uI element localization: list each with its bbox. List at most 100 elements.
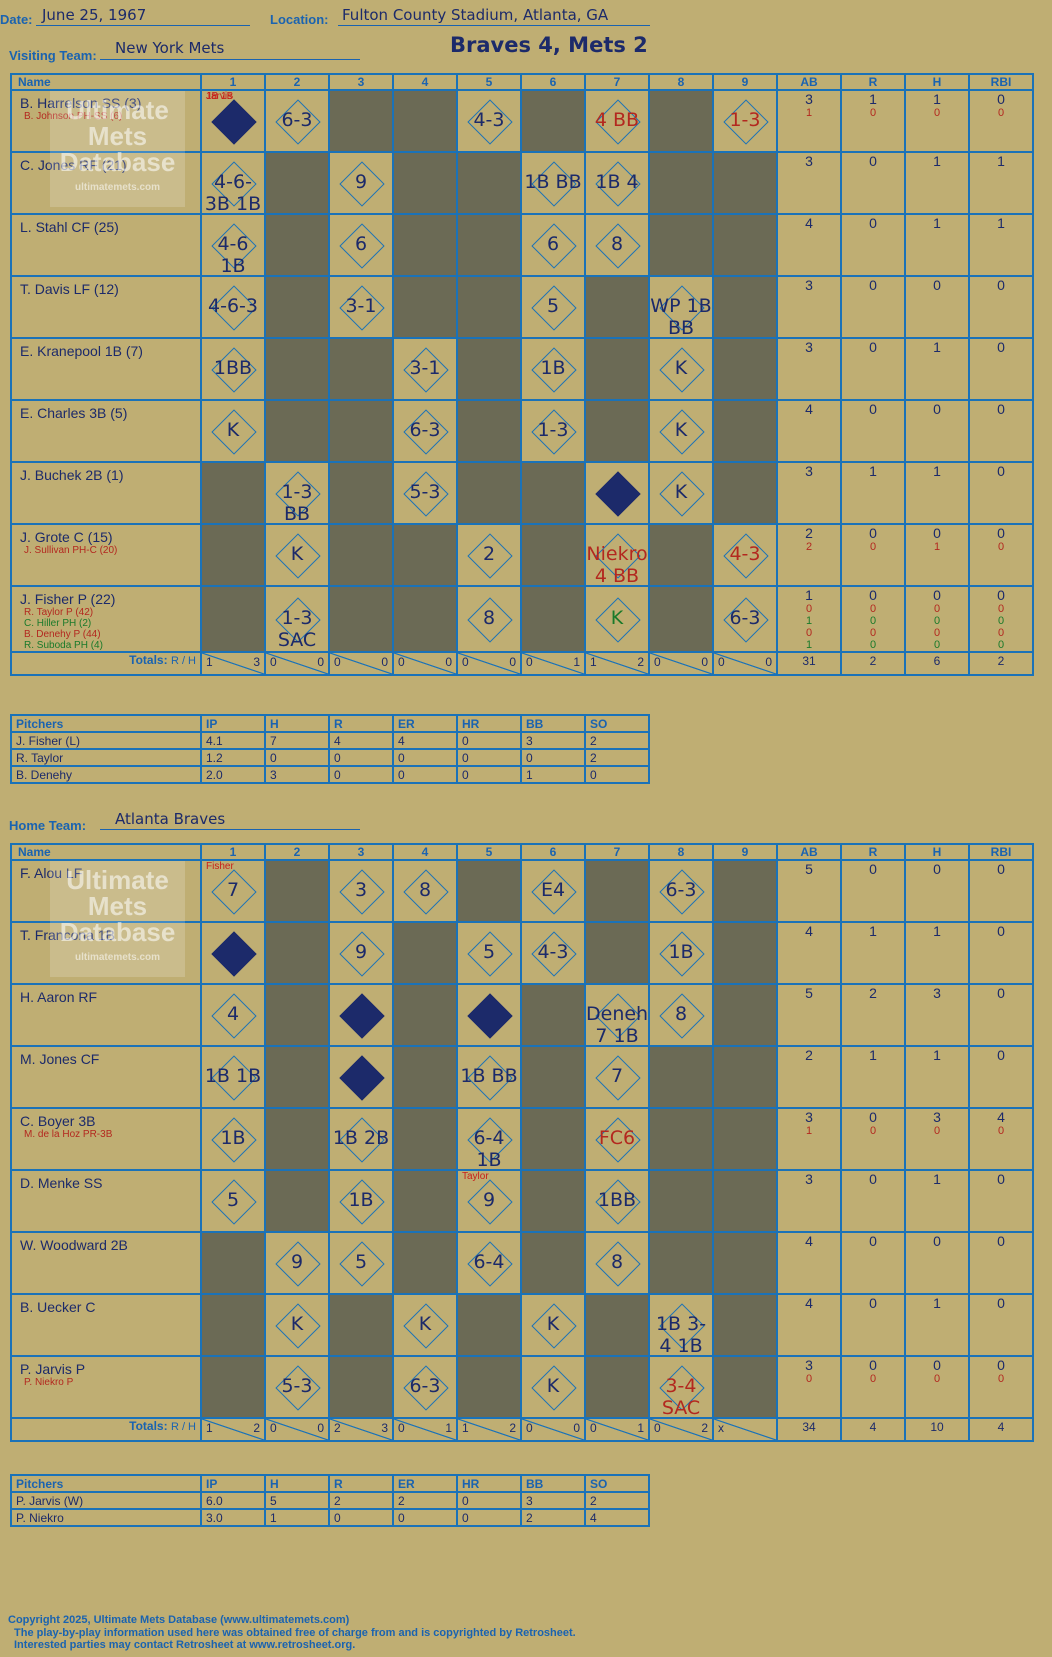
- h-value: 3: [933, 1109, 941, 1125]
- at-bat-cell: 1B: [520, 337, 586, 401]
- home-pitchers-table: Pitchers IP H R ER HR BB SO P. Jarvis (W) 6.0 5 2 2 0…: [10, 1474, 650, 1527]
- play-result: FC6: [598, 1127, 636, 1149]
- location-underline: [338, 25, 650, 26]
- ab-value: 4: [805, 923, 813, 939]
- at-bat-cell: [648, 1169, 714, 1233]
- at-bat-cell: [264, 983, 330, 1047]
- pitcher-name: B. Denehy: [10, 765, 202, 784]
- at-bat-cell: [264, 921, 330, 985]
- pitcher-stat: 1.2: [200, 748, 266, 767]
- rbi-stat: 0: [968, 275, 1034, 339]
- h-stat: 1: [904, 461, 970, 525]
- play-result: 8: [610, 1251, 624, 1273]
- visitors-pitchers-table: Pitchers IP H R ER HR BB SO J. Fisher (L) 4.1 7 4 4 0…: [10, 714, 650, 784]
- pitcher-row: P. Niekro 3.0 1 0 0 0 2 4: [10, 1508, 650, 1527]
- r-sub-value: 0: [869, 615, 877, 627]
- h-stat: 1: [904, 1293, 970, 1357]
- at-bat-cell: [520, 89, 586, 153]
- watermark-logo: Ultimate Mets Database ultimatemets.com: [50, 861, 185, 977]
- rbi-value: 0: [997, 463, 1005, 479]
- at-bat-cell: 1B 3-4 1B: [648, 1293, 714, 1357]
- batter-row: J. Grote C (15) J. Sullivan PH-C (20) K 2 Ni…: [10, 523, 1034, 587]
- at-bat-cell: [328, 523, 394, 587]
- h-sub-value: 0: [933, 603, 941, 615]
- inning-header-9: 9: [712, 843, 778, 861]
- pitcher-change-note: Taylor: [462, 1171, 489, 1182]
- visiting-team-underline: [100, 59, 360, 60]
- at-bat-cell: K: [200, 399, 266, 463]
- date-label: Date:: [0, 12, 33, 27]
- rbi-value: 0: [997, 923, 1005, 939]
- at-bat-cell: [520, 1107, 586, 1171]
- pitchers-header-row: Pitchers IP H R ER HR BB SO: [10, 1474, 650, 1493]
- at-bat-cell: 9: [264, 1231, 330, 1295]
- rbi-stat: 0: [968, 337, 1034, 401]
- rbi-stat: 0: [968, 1169, 1034, 1233]
- at-bat-cell: 6-3: [264, 89, 330, 153]
- ab-stat: 3: [776, 151, 842, 215]
- inning-hits: 3: [381, 1421, 388, 1435]
- play-result: K: [546, 1313, 560, 1335]
- batter-row: E. Charles 3B (5) K 6-3 1-3 K 4 0 0 0: [10, 399, 1034, 463]
- diamond-icon: [467, 993, 513, 1039]
- pitchers-header-cell: ER: [392, 714, 458, 733]
- ab-value: 3: [805, 1357, 813, 1373]
- at-bat-cell: 3-4 SAC HIT: [648, 1355, 714, 1419]
- r-value: 0: [869, 525, 877, 541]
- rbi-sub-value: 0: [997, 603, 1005, 615]
- at-bat-cell: [520, 1169, 586, 1233]
- at-bat-cell: [584, 275, 650, 339]
- batter-name: P. Jarvis P: [20, 1361, 86, 1377]
- rbi-sub-value: 0: [997, 639, 1005, 651]
- at-bat-cell: Denehy 7 1B: [584, 983, 650, 1047]
- play-result: 2: [482, 543, 496, 565]
- r-value: 0: [869, 153, 877, 169]
- r-sub-value: 0: [869, 107, 877, 119]
- r-value: 0: [869, 401, 877, 417]
- play-result: 1B 1B: [204, 1065, 262, 1087]
- play-result: 1B: [668, 941, 694, 963]
- inning-runs: 1: [206, 1421, 213, 1435]
- r-sub-value: 0: [869, 639, 877, 651]
- batter-row: M. Jones CF 1B 1B 1B BB 7 2 1 1 0: [10, 1045, 1034, 1109]
- batter-name-cell: E. Charles 3B (5): [10, 399, 202, 463]
- pitcher-stat: 3: [520, 731, 586, 750]
- batter-name: L. Stahl CF (25): [20, 219, 119, 235]
- rbi-sub-value: 0: [997, 541, 1005, 553]
- batter-row: J. Buchek 2B (1) 1-3 BB 5-3 K 3 1 1 0: [10, 461, 1034, 525]
- at-bat-cell: [648, 523, 714, 587]
- at-bat-cell: [456, 337, 522, 401]
- batter-name-cell: W. Woodward 2B: [10, 1231, 202, 1295]
- at-bat-cell: 1B 1B: [200, 1045, 266, 1109]
- at-bat-cell: [712, 859, 778, 923]
- at-bat-cell: [456, 213, 522, 277]
- substitute-name: P. Niekro P: [24, 1377, 74, 1388]
- h-sub-value: 0: [933, 1125, 941, 1137]
- play-result: 9: [354, 171, 368, 193]
- batter-name: E. Kranepool 1B (7): [20, 343, 143, 359]
- play-result: 9: [354, 941, 368, 963]
- ab-stat: 4: [776, 1293, 842, 1357]
- pitcher-stat: 0: [456, 1508, 522, 1527]
- r-stat: 0: [840, 1293, 906, 1357]
- h-value: 0: [933, 401, 941, 417]
- total-h: 10: [904, 1417, 970, 1442]
- h-value: 1: [933, 153, 941, 169]
- at-bat-cell: 1BB: [584, 1169, 650, 1233]
- inning-hits: 1: [445, 1421, 452, 1435]
- at-bat-cell: [584, 1355, 650, 1419]
- at-bat-cell: WP 1B BB: [648, 275, 714, 339]
- pitchers-header-cell: R: [328, 1474, 394, 1493]
- location-label: Location:: [270, 12, 329, 27]
- batter-row: W. Woodward 2B 9 5 6-4 8 4 0 0 0: [10, 1231, 1034, 1295]
- at-bat-cell: 3-1: [392, 337, 458, 401]
- ab-value: 5: [805, 861, 813, 877]
- ab-value: 5: [805, 985, 813, 1001]
- rbi-value: 0: [997, 91, 1005, 107]
